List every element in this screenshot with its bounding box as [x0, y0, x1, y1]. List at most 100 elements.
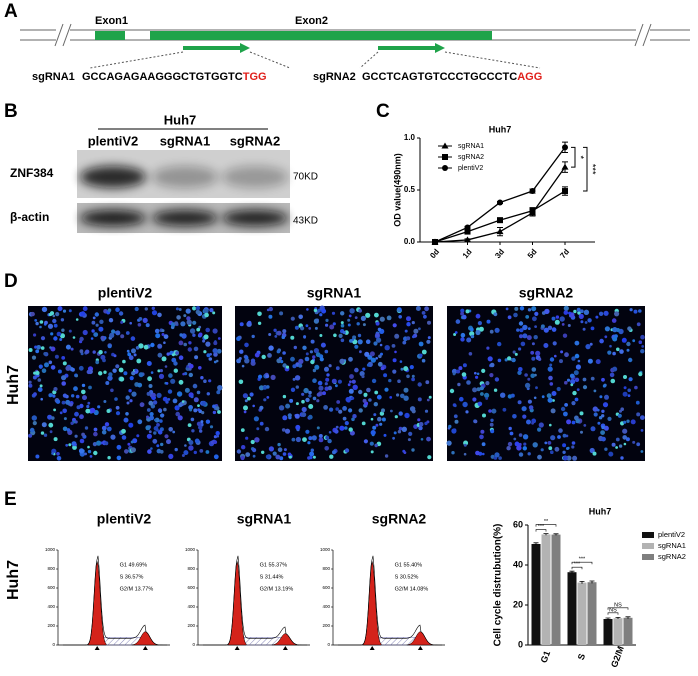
nucleus	[275, 454, 281, 460]
nucleus	[628, 357, 633, 363]
nucleus	[349, 430, 355, 436]
nucleus	[110, 434, 116, 440]
nucleus	[281, 335, 286, 340]
nucleus	[601, 409, 605, 413]
nucleus	[321, 308, 327, 314]
nucleus	[531, 306, 537, 312]
nucleus	[282, 363, 287, 368]
nucleus	[463, 443, 467, 447]
nucleus	[285, 403, 291, 409]
nucleus	[69, 402, 73, 407]
nucleus	[571, 356, 576, 361]
nucleus	[520, 341, 526, 347]
nucleus	[573, 370, 579, 376]
nucleus	[194, 438, 200, 444]
nucleus	[518, 433, 523, 437]
nucleus	[421, 349, 427, 355]
nucleus	[574, 397, 579, 402]
western-blot: plentiV2 sgRNA1 sgRNA2 ZNF384 70KD β-actin 43K…	[10, 133, 318, 233]
nucleus	[634, 385, 638, 390]
nucleus	[217, 385, 223, 391]
nucleus	[107, 375, 113, 381]
nucleus	[202, 339, 206, 343]
nucleus	[84, 426, 89, 430]
nucleus	[75, 394, 80, 399]
nucleus	[32, 375, 37, 380]
nucleus	[640, 349, 645, 354]
nucleus	[351, 396, 355, 400]
nucleus	[566, 378, 571, 382]
nucleus	[593, 412, 598, 417]
nucleus	[623, 375, 627, 379]
nucleus	[427, 336, 431, 340]
nucleus	[62, 426, 68, 432]
nucleus	[514, 441, 520, 447]
nucleus	[245, 436, 249, 440]
nucleus	[125, 412, 129, 416]
nucleus	[250, 358, 256, 363]
nucleus	[241, 364, 245, 368]
nucleus	[371, 378, 377, 384]
nucleus	[345, 396, 351, 403]
nucleus	[125, 395, 130, 400]
nucleus	[604, 394, 609, 400]
pam: AGG	[517, 71, 542, 83]
nucleus	[316, 426, 320, 430]
nucleus	[212, 348, 218, 354]
nucleus	[609, 372, 615, 378]
nucleus	[493, 312, 498, 317]
nucleus	[379, 422, 383, 426]
sample-header: plentiV2	[97, 511, 152, 527]
nucleus	[49, 346, 52, 349]
nucleus	[403, 451, 407, 454]
nucleus	[531, 367, 537, 372]
nucleus	[418, 341, 424, 347]
nucleus	[390, 409, 393, 413]
nucleus	[477, 321, 482, 326]
x-tick-label: 0d	[428, 247, 441, 260]
nucleus	[638, 340, 643, 345]
bar	[531, 544, 541, 645]
significance-bracket	[583, 146, 588, 192]
nucleus	[620, 456, 624, 460]
nucleus	[640, 450, 644, 453]
nucleus	[144, 307, 148, 311]
nucleus	[375, 423, 379, 427]
nucleus	[146, 361, 152, 366]
nucleus	[530, 350, 535, 355]
nucleus	[316, 392, 321, 397]
nucleus	[502, 407, 507, 412]
nucleus	[159, 419, 163, 423]
nucleus	[320, 342, 326, 348]
nucleus	[567, 324, 571, 327]
nucleus	[562, 443, 567, 448]
nucleus	[137, 419, 143, 425]
nucleus	[328, 364, 332, 368]
nucleus	[85, 408, 91, 414]
nucleus	[523, 442, 527, 446]
nucleus	[103, 370, 107, 374]
nucleus	[533, 396, 537, 400]
nucleus	[33, 371, 37, 375]
nucleus	[174, 447, 178, 452]
nucleus	[98, 326, 104, 332]
nucleus	[312, 455, 316, 459]
nucleus	[157, 343, 163, 349]
nucleus	[100, 335, 105, 341]
nucleus	[579, 411, 584, 416]
nucleus	[172, 398, 178, 404]
nucleus	[323, 405, 328, 410]
nucleus	[146, 415, 149, 419]
nucleus	[597, 421, 601, 425]
nucleus	[411, 321, 415, 325]
nucleus	[548, 446, 553, 451]
nucleus	[281, 428, 286, 432]
nucleus	[48, 360, 53, 365]
nucleus	[481, 368, 486, 373]
nucleus	[408, 431, 413, 436]
nucleus	[68, 329, 72, 333]
phase-stat: S 30.52%	[395, 574, 419, 580]
bar-chart: Huh7 Cell cycle distrubution(%) 0 20 40 60 G1 *…	[493, 506, 686, 668]
nucleus	[154, 328, 160, 334]
significance: ***	[538, 524, 545, 530]
